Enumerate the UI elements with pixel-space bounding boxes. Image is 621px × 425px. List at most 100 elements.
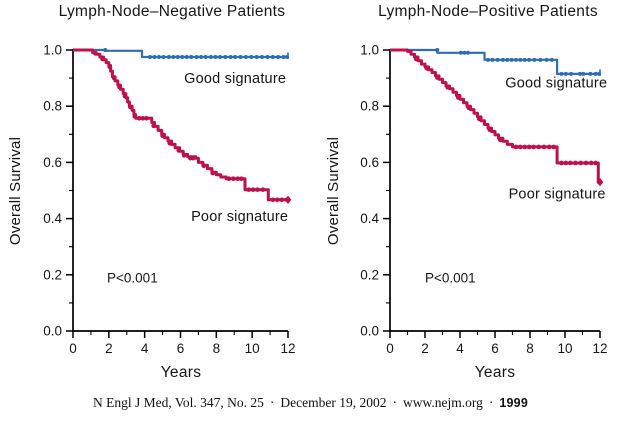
censor-mark	[593, 71, 598, 76]
censor-mark	[235, 176, 241, 181]
censor-mark	[458, 50, 463, 55]
censor-mark	[487, 127, 493, 133]
censor-mark	[490, 57, 495, 62]
y-tick-label: 1.0	[360, 43, 379, 58]
censor-mark	[265, 55, 270, 60]
end-diamond-marker	[284, 195, 292, 204]
censor-mark	[559, 160, 564, 166]
curve-label-poor-signature: Poor signature	[509, 186, 606, 202]
censor-mark	[246, 187, 251, 192]
censor-mark	[536, 144, 542, 150]
censor-mark	[513, 144, 519, 150]
censor-mark	[514, 57, 518, 62]
censor-mark	[233, 55, 238, 60]
censor-mark	[208, 55, 213, 60]
censor-mark	[136, 115, 142, 121]
y-tick-label: 0.6	[43, 155, 62, 170]
y-tick-label: 0.2	[43, 267, 62, 282]
censor-mark	[276, 55, 281, 60]
survival-plot-node-positive: 1.0 0.8 0.6 0.4 0.2 0.0 0 2 4 6 8 10 12 Good signatur…	[360, 43, 607, 357]
censor-mark	[117, 84, 122, 90]
censor-mark	[194, 55, 199, 60]
y-tick-label: 0.4	[360, 211, 379, 226]
end-diamond-marker	[596, 177, 604, 187]
curve-label-poor-signature: Poor signature	[191, 209, 288, 225]
censor-mark	[281, 55, 286, 60]
y-axis-label-left: Overall Survival	[7, 136, 24, 246]
censor-mark	[563, 160, 569, 166]
censor-mark	[274, 197, 280, 203]
censor-mark	[462, 50, 467, 55]
censor-mark	[445, 85, 451, 90]
censor-mark	[522, 144, 528, 150]
censor-mark	[551, 144, 556, 150]
x-tick-label: 10	[245, 341, 260, 356]
p-value-annotation: P<0.001	[425, 271, 476, 286]
censor-mark	[578, 160, 584, 166]
x-tick-label: 12	[592, 341, 607, 356]
y-tick-label: 0.2	[360, 267, 379, 282]
censor-mark	[455, 95, 461, 100]
x-tick-label: 6	[177, 341, 185, 356]
x-tick-label: 8	[213, 341, 221, 356]
x-tick-label: 4	[141, 341, 149, 356]
y-tick-label: 1.0	[43, 43, 62, 58]
censor-mark	[476, 116, 482, 122]
censor-mark	[569, 71, 574, 76]
curve-label-good-signature: Good signature	[184, 71, 286, 87]
censor-mark	[217, 55, 222, 60]
censor-mark	[413, 56, 419, 62]
censor-mark	[93, 51, 98, 56]
survival-plot-node-negative: 1.0 0.8 0.6 0.4 0.2 0.0 0 2 4 6 8 10 12 Good signatur…	[43, 43, 295, 357]
y-axis-label-right: Overall Survival	[325, 136, 342, 246]
x-tick-label: 2	[105, 341, 113, 356]
censor-mark	[238, 55, 243, 60]
censor-mark	[243, 55, 248, 60]
censor-mark	[228, 55, 233, 60]
curve-label-good-signature: Good signature	[505, 75, 607, 91]
censor-mark	[435, 48, 440, 52]
censor-mark	[203, 55, 208, 60]
censor-mark	[500, 57, 505, 62]
footer-page-number: 1999	[499, 396, 528, 410]
censor-mark	[144, 115, 149, 121]
censor-mark	[549, 57, 554, 62]
censor-mark	[270, 197, 276, 203]
censor-mark	[559, 71, 564, 76]
x-tick-label: 0	[386, 341, 394, 356]
censor-mark	[176, 148, 182, 153]
x-axis-label-left: Years	[160, 364, 202, 381]
censor-mark	[538, 57, 543, 62]
censor-mark	[128, 104, 133, 110]
journal-citation-footer: N Engl J Med, Vol. 347, No. 25 · December …	[0, 395, 621, 411]
censor-mark	[148, 55, 153, 60]
censor-mark	[465, 50, 470, 55]
censor-mark	[573, 160, 578, 166]
censor-mark	[260, 55, 265, 60]
censor-mark	[532, 57, 537, 62]
censor-mark	[577, 71, 582, 76]
censor-mark	[111, 75, 117, 81]
y-tick-label: 0.8	[360, 99, 379, 114]
footer-date: December 19, 2002	[280, 395, 387, 410]
censor-mark	[190, 155, 196, 161]
censor-mark	[518, 57, 523, 62]
x-tick-label: 4	[456, 341, 464, 356]
p-value-annotation: P<0.001	[107, 271, 158, 286]
x-tick-label: 2	[421, 341, 429, 356]
footer-url: www.nejm.org	[403, 395, 483, 410]
censor-mark	[160, 133, 165, 139]
censor-mark	[140, 115, 146, 121]
censor-mark	[157, 55, 161, 60]
censor-mark	[167, 140, 173, 146]
censor-mark	[526, 144, 532, 150]
y-tick-label: 0.0	[360, 324, 379, 339]
footer-separator: ·	[269, 395, 275, 410]
y-tick-label: 0.0	[43, 324, 62, 339]
censor-mark	[593, 160, 598, 166]
censor-mark	[544, 57, 549, 62]
censor-mark	[546, 144, 552, 150]
censor-mark	[588, 160, 594, 166]
curve-good-signature	[73, 48, 288, 59]
censor-mark	[254, 55, 259, 60]
